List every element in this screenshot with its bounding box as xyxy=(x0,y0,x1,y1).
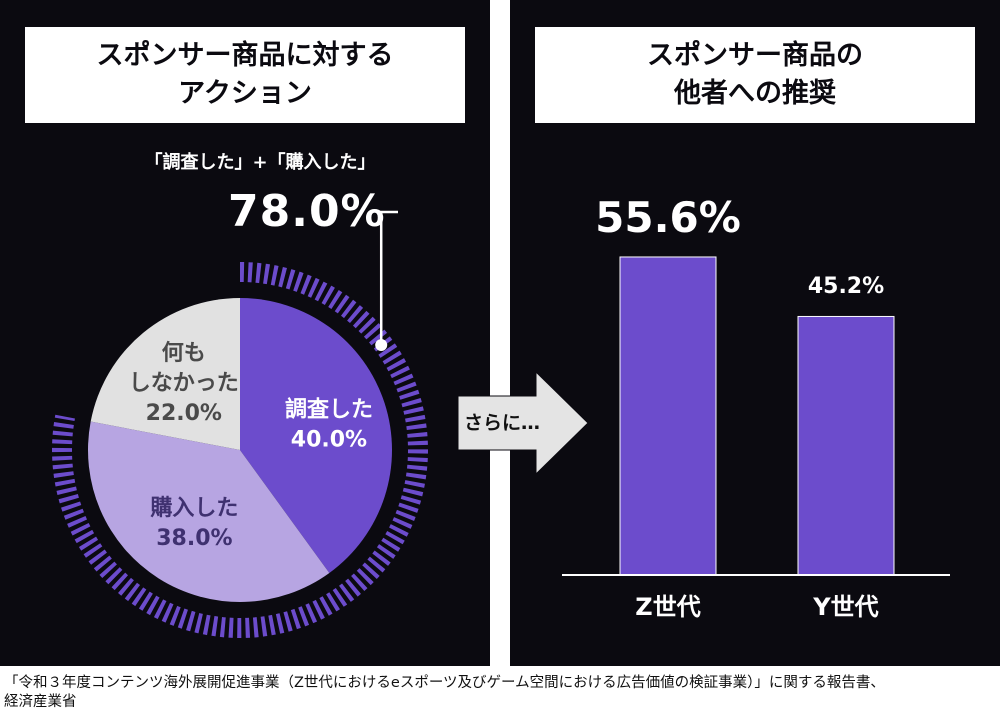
annotation-dashed-ring xyxy=(52,262,428,638)
arrow-right-icon xyxy=(458,372,588,474)
pie-slice-2-label-1: しなかった xyxy=(129,371,239,396)
arrow-label: さらに… xyxy=(464,412,541,434)
annotation-connector-dot xyxy=(375,338,388,351)
bar-0 xyxy=(619,256,717,576)
combined-annotation-label: 「調査した」+「購入した」 xyxy=(144,152,376,173)
pie-slice-1-label-1: 38.0% xyxy=(156,526,232,551)
pie-slice-1-label-0: 購入した xyxy=(150,496,238,521)
pie-slice-1 xyxy=(87,421,330,602)
pie-slice-0-label-1: 40.0% xyxy=(291,428,367,453)
bar-value-label-0: 55.6% xyxy=(595,192,741,242)
combined-annotation-value: 78.0% xyxy=(228,186,386,237)
left-panel: スポンサー商品に対する アクション 「調査した」+「購入した」 78.0% 調査… xyxy=(0,0,490,666)
bar-title-line-2: 他者への推奨 xyxy=(674,78,836,109)
pie-slice-2-label-2: 22.0% xyxy=(146,401,222,426)
source-line-1: 「令和３年度コンテンツ海外展開促進事業（Z世代におけるeスポーツ及びゲーム空間に… xyxy=(4,675,885,691)
pie-slice-2 xyxy=(90,298,240,450)
bar-1 xyxy=(797,315,895,576)
pie-title-line-1: スポンサー商品に対する xyxy=(96,40,394,71)
bar-category-label-1: Y世代 xyxy=(813,593,879,621)
annotation-connector-line xyxy=(379,210,398,345)
source-line-2: 経済産業省 xyxy=(4,694,77,710)
right-panel: スポンサー商品の 他者への推奨 55.6% Z世代 45.2% Y世代 xyxy=(510,0,1000,666)
pie-title-line-2: アクション xyxy=(178,78,312,109)
bar-chart xyxy=(562,256,950,576)
bar-title-line-1: スポンサー商品の xyxy=(647,40,863,71)
pie-slice-0-label-0: 調査した xyxy=(285,397,373,423)
bar-category-label-0: Z世代 xyxy=(635,593,701,621)
pie-title: スポンサー商品に対する アクション xyxy=(25,27,465,123)
pie-slice-0 xyxy=(240,298,392,573)
bar-title: スポンサー商品の 他者への推奨 xyxy=(535,27,975,123)
source-note: 「令和３年度コンテンツ海外展開促進事業（Z世代におけるeスポーツ及びゲーム空間に… xyxy=(4,674,998,712)
pie-slice-2-label-0: 何も xyxy=(162,340,206,366)
bar-value-label-1: 45.2% xyxy=(807,274,885,300)
